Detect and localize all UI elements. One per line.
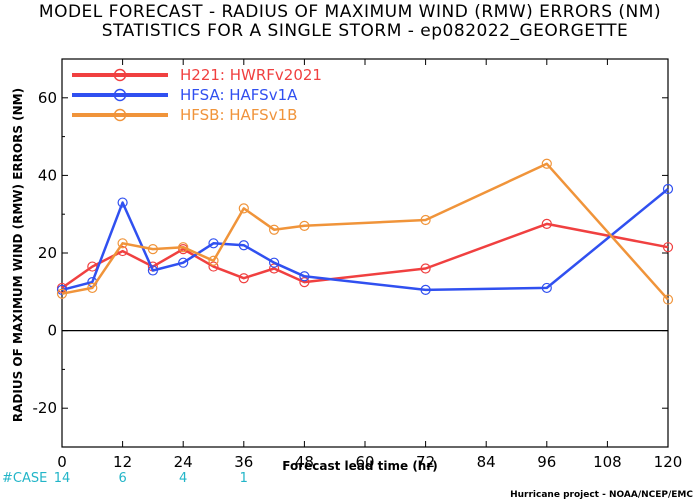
- series-point: [117, 197, 128, 208]
- legend-label-2: HFSB: HAFSv1B: [180, 106, 297, 124]
- x-tick-label: 108: [593, 453, 622, 471]
- x-tick-label: 24: [174, 453, 193, 471]
- y-tick-label: 0: [47, 322, 57, 340]
- series-point: [420, 284, 431, 295]
- series-point: [87, 261, 98, 272]
- y-tick-label: 40: [38, 166, 57, 184]
- series-point: [117, 238, 128, 249]
- series-point: [299, 271, 310, 282]
- case-count: 14: [54, 471, 71, 486]
- chart-title: MODEL FORECAST - RADIUS OF MAXIMUM WIND …: [39, 2, 661, 22]
- series-line-1: [61, 188, 669, 292]
- x-tick-label: 36: [234, 453, 253, 471]
- x-tick-label: 72: [416, 453, 435, 471]
- legend-marker-0: [113, 68, 127, 82]
- series-point: [147, 244, 158, 255]
- axes-group: 0 12 24 36 48 60 72 84 96 108 120 -20 0 20 40 60: [33, 58, 683, 471]
- series-group: [56, 158, 674, 305]
- y-axis-label: RADIUS OF MAXIMUM WIND (RMW) ERRORS (NM): [11, 88, 25, 422]
- x-tick-label: 84: [477, 453, 496, 471]
- legend-marker-2: [113, 108, 127, 122]
- y-tick-label: 20: [38, 244, 57, 262]
- credit-text: Hurricane project - NOAA/NCEP/EMC: [510, 490, 693, 500]
- series-point: [420, 263, 431, 274]
- x-tick-label: 48: [295, 453, 314, 471]
- case-count: 6: [118, 471, 126, 486]
- case-count: 1: [240, 471, 248, 486]
- x-tick-label: 60: [355, 453, 374, 471]
- x-tick-label: 12: [113, 453, 132, 471]
- plot-frame: [61, 58, 669, 448]
- x-axis-label: Forecast lead time (hr): [282, 459, 438, 473]
- legend: H221: HWRFv2021 HFSA: HAFSv1A HFSB: HAFSv1…: [72, 66, 322, 124]
- series-point: [238, 203, 249, 214]
- series-point: [178, 257, 189, 268]
- series-point: [269, 257, 280, 268]
- series-point: [420, 214, 431, 226]
- series-point: [299, 277, 310, 288]
- series-point: [269, 224, 280, 235]
- x-tick-label: 96: [537, 453, 556, 471]
- series-point: [662, 183, 674, 195]
- series-point: [56, 284, 68, 295]
- series-point: [208, 255, 219, 266]
- legend-label-1: HFSA: HAFSv1A: [180, 86, 298, 104]
- series-point: [541, 158, 552, 169]
- x-tick-label: 0: [57, 453, 67, 471]
- series-point: [56, 288, 68, 299]
- series-point: [299, 220, 310, 231]
- legend-label-0: H221: HWRFv2021: [180, 66, 322, 84]
- series-point: [238, 273, 249, 284]
- series-line-2: [61, 162, 669, 301]
- case-counts: 14 6 4 1: [54, 471, 248, 486]
- y-tick-label: 60: [38, 89, 57, 107]
- series-point: [238, 240, 249, 251]
- series-point: [178, 242, 189, 253]
- series-point: [147, 265, 158, 276]
- series-point: [541, 282, 552, 294]
- series-point: [662, 294, 674, 305]
- series-point: [208, 238, 219, 249]
- y-tick-label: -20: [33, 399, 58, 417]
- x-tick-label: 120: [654, 453, 683, 471]
- series-point: [541, 218, 552, 229]
- series-line-0: [61, 222, 669, 289]
- legend-marker-1: [113, 88, 127, 102]
- series-point: [87, 282, 98, 294]
- series-point: [208, 261, 219, 272]
- series-point: [662, 242, 674, 253]
- case-label: #CASE: [2, 471, 47, 486]
- chart-subtitle: STATISTICS FOR A SINGLE STORM - ep082022…: [102, 21, 628, 41]
- case-count: 4: [179, 471, 187, 486]
